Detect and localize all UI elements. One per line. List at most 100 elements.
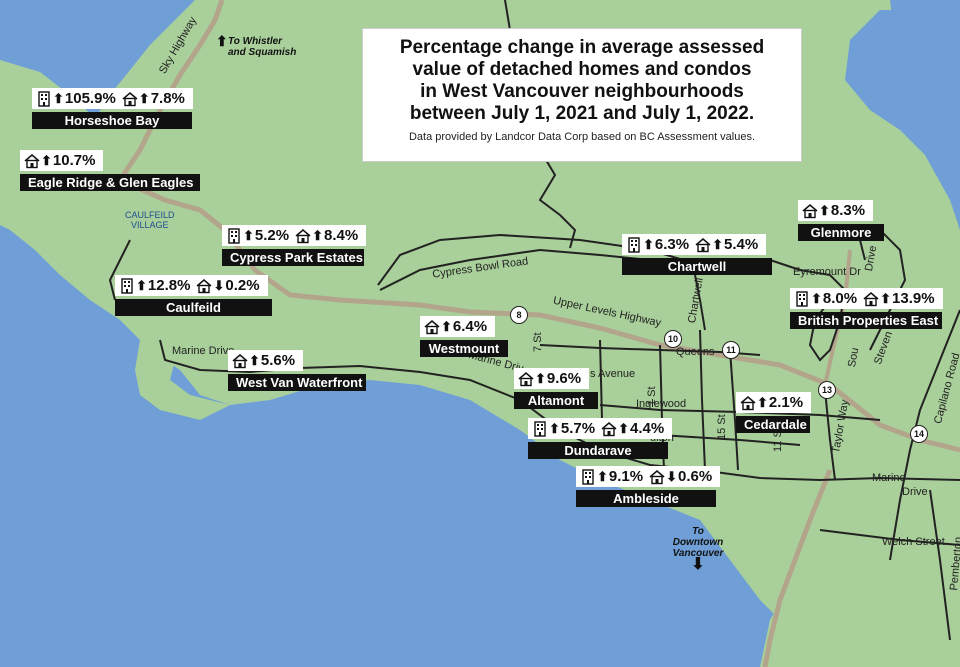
house-change: ⬆ 9.6% <box>518 370 581 387</box>
up-arrow-icon: ⬆ <box>249 352 260 368</box>
house-icon <box>24 153 40 168</box>
road-welch <box>819 529 960 546</box>
title-box: Percentage change in average assessed va… <box>362 28 802 162</box>
title-line: value of detached homes and condos <box>412 59 752 80</box>
up-arrow-icon: ⬆ <box>441 318 452 334</box>
condo-change: ⬆ 12.8% <box>119 277 190 294</box>
up-arrow-icon: ⬆ <box>216 33 228 49</box>
house-icon <box>802 203 818 218</box>
house-icon <box>295 228 311 243</box>
percent-value: 13.9% <box>892 290 935 307</box>
condo-change: ⬆ 9.1% <box>580 468 643 485</box>
land-vancouver <box>760 570 960 667</box>
title-line: Percentage change in average assessed <box>399 37 765 58</box>
road-label-queens: Queens <box>676 346 715 358</box>
neighbourhood-label: ⬆ 12.8% ⬇ 0.2% Caulfeild <box>115 275 272 316</box>
condo-building-icon <box>628 236 640 253</box>
road-pemberton <box>929 489 951 641</box>
house-change: ⬆ 4.4% <box>601 420 664 437</box>
road-label-21st: 1 St <box>646 386 658 406</box>
neighbourhood-label: ⬆ 8.0% ⬆ 13.9% British Properties East <box>790 288 943 329</box>
neighbourhood-name: Westmount <box>420 339 508 357</box>
condo-building-icon <box>534 420 546 437</box>
house-icon <box>122 91 138 106</box>
title-line: between July 1, 2021 and July 1, 2022. <box>409 103 755 124</box>
road-label-marine-east: Marine <box>872 472 906 484</box>
road-15st <box>699 329 706 471</box>
map-title: Percentage change in average assessed va… <box>363 37 801 125</box>
neighbourhood-values: ⬆ 10.7% <box>20 150 104 171</box>
highway-shield: 8 <box>510 306 528 324</box>
highway-sky <box>117 0 225 182</box>
water-indian-arm <box>890 0 960 130</box>
neighbourhood-values: ⬆ 2.1% <box>736 392 812 413</box>
road-label-15: 15 <box>716 427 728 440</box>
house-change: ⬆ 8.3% <box>802 202 865 219</box>
neighbourhood-label: ⬆ 5.6% West Van Waterfront <box>228 350 366 391</box>
house-change: ⬆ 10.7% <box>24 152 95 169</box>
condo-change: ⬆ 6.3% <box>626 236 689 253</box>
highway-south <box>762 469 833 667</box>
percent-value: 8.0% <box>822 290 858 307</box>
neighbourhood-label: ⬆ 9.6% Altamont <box>514 368 598 409</box>
condo-building-icon <box>228 227 240 244</box>
percent-value: 5.2% <box>254 227 290 244</box>
road-label-eyremount: Eyremount Dr <box>793 266 861 278</box>
neighbourhood-values: ⬆ 105.9% ⬆ 7.8% <box>32 88 193 109</box>
neighbourhood-label: ⬆ 8.3% Glenmore <box>798 200 884 241</box>
neighbourhood-values: ⬆ 5.2% ⬆ 8.4% <box>222 225 367 246</box>
neighbourhood-label: ⬆ 105.9% ⬆ 7.8% Horseshoe Bay <box>32 88 193 129</box>
neighbourhood-name: Cypress Park Estates <box>222 248 364 266</box>
neighbourhood-values: ⬆ 6.3% ⬆ 5.4% <box>622 234 767 255</box>
neighbourhood-values: ⬆ 9.1% ⬇ 0.6% <box>576 466 721 487</box>
road-label-avenue: s Avenue <box>590 368 636 380</box>
neighbourhood-values: ⬆ 8.3% <box>798 200 874 221</box>
up-arrow-icon: ⬆ <box>41 152 52 168</box>
neighbourhood-label: ⬆ 10.7% Eagle Ridge & Glen Eagles <box>20 150 200 191</box>
condo-building-icon <box>38 90 50 107</box>
down-arrow-icon: ⬇ <box>213 277 225 293</box>
road-label-welch: Welch Street <box>882 536 945 548</box>
house-icon <box>518 371 534 386</box>
direction-line: To Whistler <box>228 36 283 47</box>
percent-value: 8.4% <box>324 227 359 244</box>
up-arrow-icon: ⬆ <box>136 277 147 293</box>
percent-value: 2.1% <box>768 394 804 411</box>
highway-shield: 14 <box>910 425 928 443</box>
direction-line: and Squamish <box>228 47 297 58</box>
neighbourhood-name: Dundarave <box>528 441 668 459</box>
house-icon <box>649 469 665 484</box>
road-label-inglewood: Inglewood <box>636 398 687 410</box>
up-arrow-icon: ⬆ <box>712 236 724 252</box>
condo-building-icon <box>121 277 133 294</box>
percent-value: 5.6% <box>260 352 296 369</box>
neighbourhood-name: British Properties East <box>790 311 942 329</box>
house-icon <box>196 278 212 293</box>
village-line: VILLAGE <box>130 220 169 230</box>
percent-value: 6.4% <box>452 318 488 335</box>
percent-value: 6.3% <box>654 236 690 253</box>
condo-building-icon <box>796 290 808 307</box>
house-change: ⬆ 5.6% <box>232 352 295 369</box>
direction-line: Vancouver <box>672 548 724 559</box>
road-taylor <box>824 389 836 481</box>
road-label-marine-east-drive: Drive <box>902 486 928 498</box>
up-arrow-icon: ⬆ <box>811 290 822 306</box>
neighbourhood-label: ⬆ 2.1% Cedardale <box>736 392 812 433</box>
up-arrow-icon: ⬆ <box>138 90 150 106</box>
up-arrow-icon: ⬆ <box>757 394 768 410</box>
percent-value: 0.2% <box>225 277 260 294</box>
neighbourhood-values: ⬆ 5.6% <box>228 350 304 371</box>
highway-shield: 10 <box>664 330 682 348</box>
highway-shield: 13 <box>818 381 836 399</box>
neighbourhood-label: ⬆ 5.7% ⬆ 4.4% Dundarave <box>528 418 673 459</box>
title-line: in West Vancouver neighbourhoods <box>420 81 744 102</box>
neighbourhood-name: Chartwell <box>622 257 772 275</box>
neighbourhood-label: ⬆ 5.2% ⬆ 8.4% Cypress Park Estates <box>222 225 367 266</box>
neighbourhood-name: Eagle Ridge & Glen Eagles <box>20 173 200 191</box>
up-arrow-icon: ⬆ <box>243 227 254 243</box>
house-icon <box>740 395 756 410</box>
house-icon <box>424 319 440 334</box>
direction-downtown: To Downtown Vancouver ⬇ <box>668 526 728 573</box>
neighbourhood-label: ⬆ 9.1% ⬇ 0.6% Ambleside <box>576 466 721 507</box>
